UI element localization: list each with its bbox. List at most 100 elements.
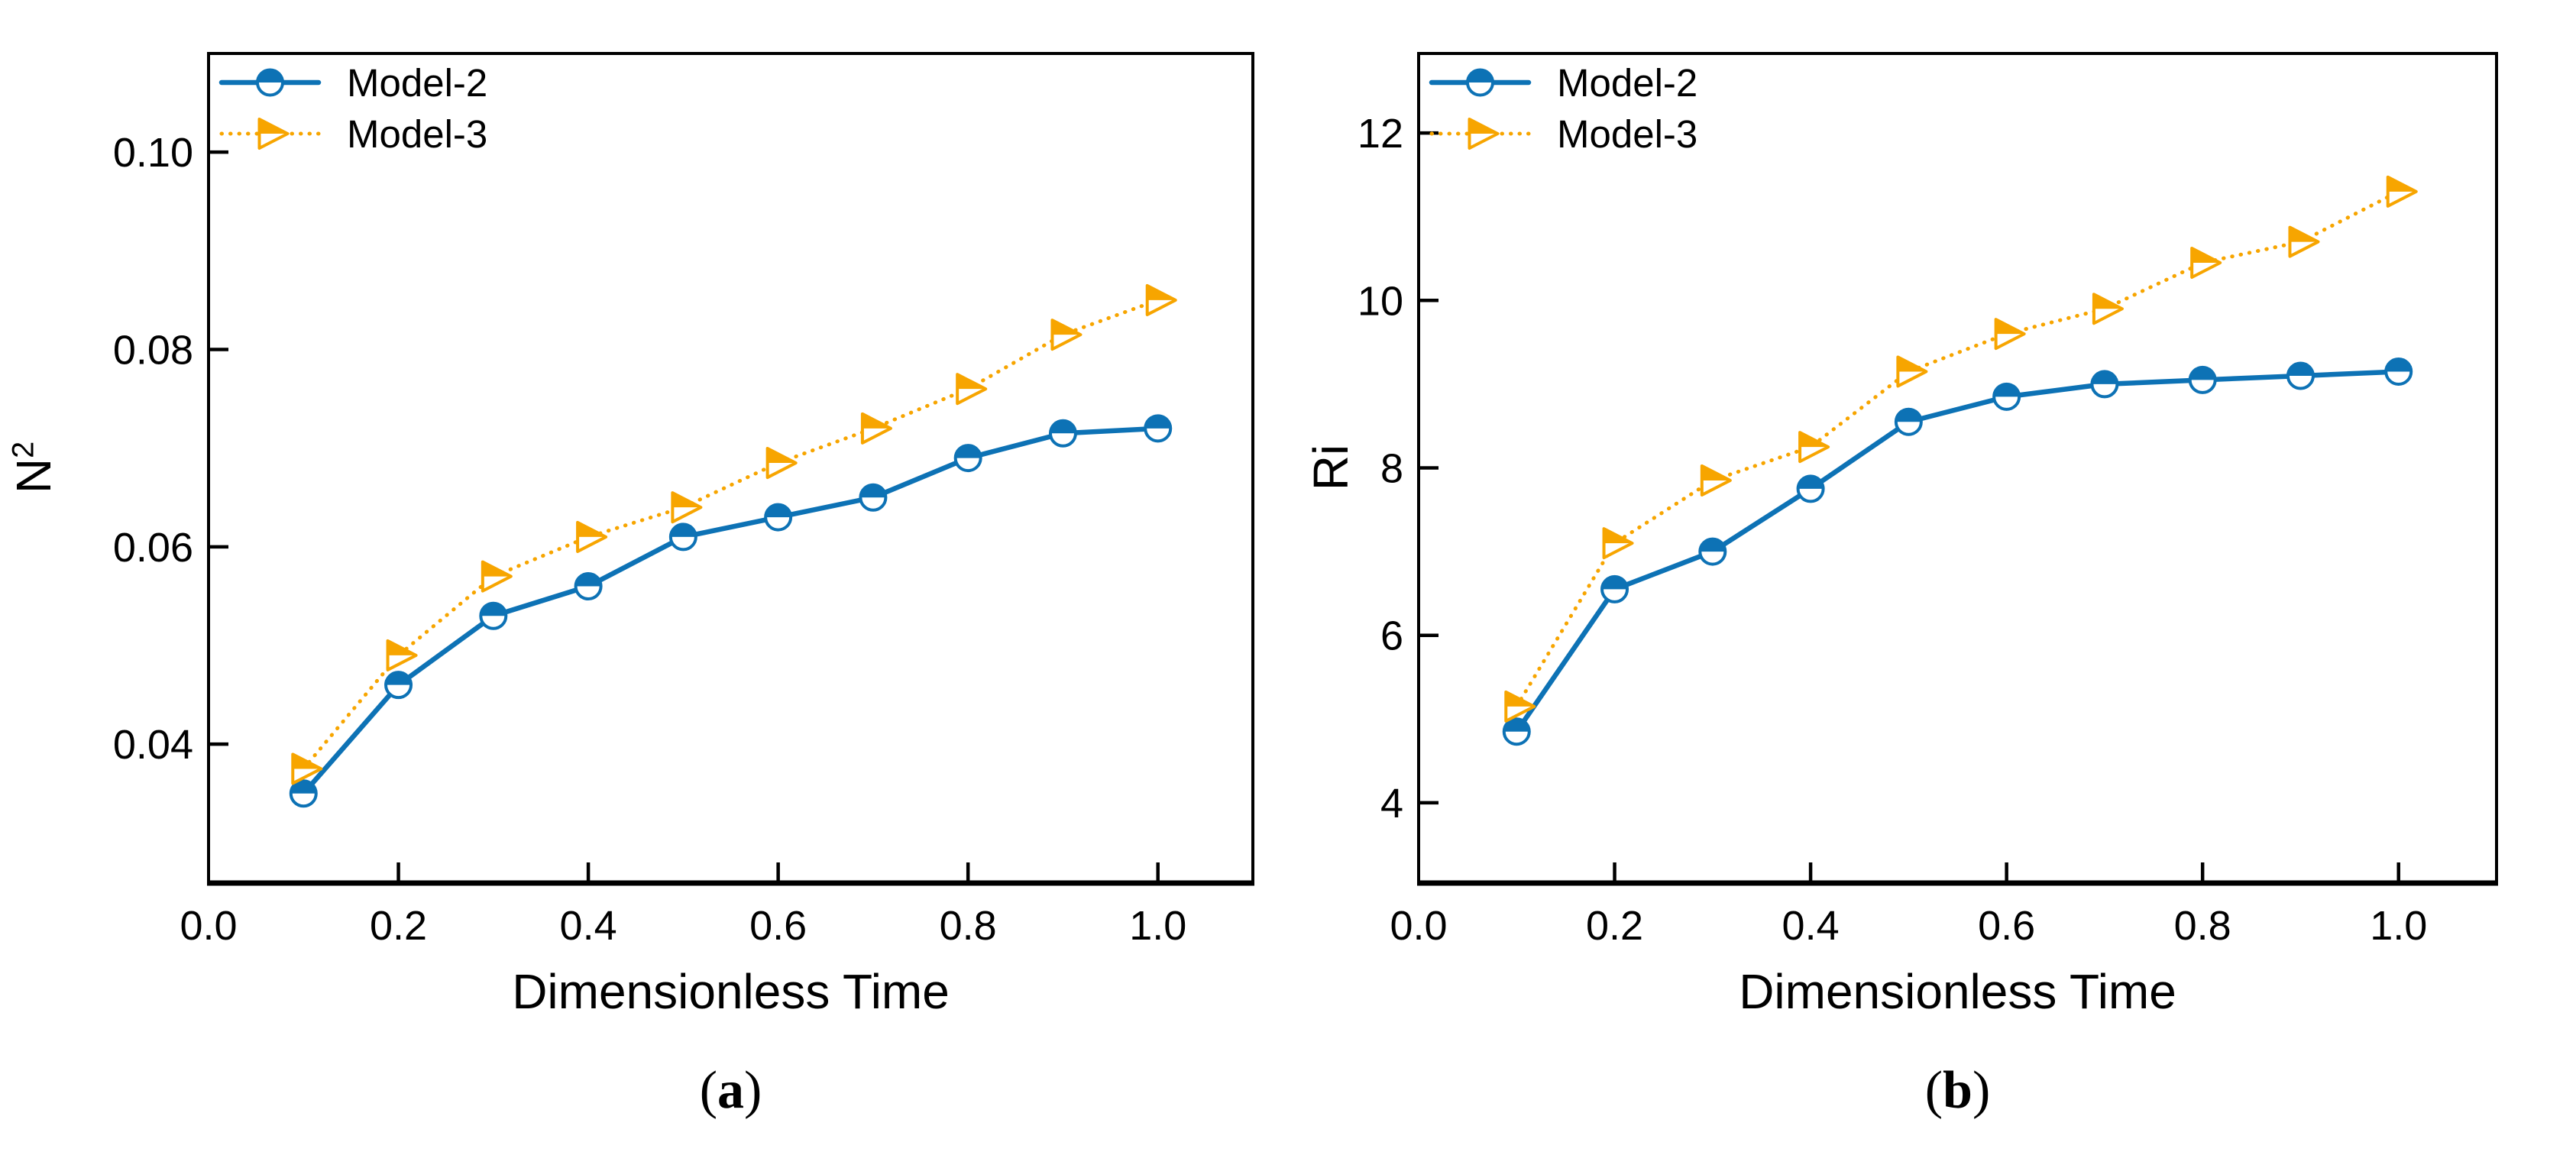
data-point-model-3 [1602, 527, 1634, 560]
caption-a-open-paren: ( [699, 1061, 717, 1120]
data-point-model-2-outline [479, 601, 508, 630]
data-point-model-3 [1798, 431, 1830, 464]
data-point-model-3 [2190, 246, 2222, 279]
data-point-model-3 [1145, 283, 1177, 316]
legend-marker-model-3-outline [257, 118, 290, 150]
data-point-model-2 [2384, 357, 2413, 386]
subfigure-caption-b: (b) [1419, 1060, 2497, 1121]
data-point-model-2 [2188, 365, 2217, 394]
x-tick-label-b: 0.4 [1782, 903, 1840, 949]
data-point-model-2-outline [2286, 361, 2315, 390]
data-point-model-3-outline [1700, 464, 1732, 497]
data-point-model-2-outline [764, 503, 793, 532]
y-axis-title-a: N2 [5, 442, 62, 493]
data-point-model-2 [764, 503, 793, 532]
data-point-model-2 [1502, 717, 1531, 746]
data-point-model-2-outline [574, 572, 603, 600]
legend-marker-model-3-outline [1468, 118, 1500, 150]
y-axis-title-b: Ri [1303, 445, 1359, 490]
legend-marker-model-2-outline [256, 68, 284, 97]
data-point-model-3-outline [481, 560, 513, 593]
x-axis-title-a: Dimensionless Time [512, 964, 950, 1019]
legend-item-model-2: Model-2 [1429, 61, 1697, 105]
data-point-model-2 [1698, 537, 1727, 566]
data-point-model-3-outline [860, 412, 892, 445]
plot-frame-a [207, 52, 1254, 884]
data-point-model-2-outline [2384, 357, 2413, 386]
chart-a: 0.0 0.2 0.4 0.6 0.8 1.0 0.04 0.06 0.08 0.10 Model-… [113, 52, 1254, 949]
data-point-model-2 [289, 779, 318, 808]
data-point-model-3-outline [671, 491, 703, 524]
y-tick-label-b: 6 [1380, 613, 1403, 659]
data-point-model-2 [1992, 382, 2021, 411]
data-point-model-2-outline [1502, 717, 1531, 746]
x-tick-label-a: 0.2 [370, 903, 427, 949]
data-point-model-3 [671, 491, 703, 524]
data-point-model-3 [765, 447, 798, 480]
data-point-model-3-top-fill [387, 640, 416, 655]
legend-label-model-3: Model-3 [1557, 112, 1697, 156]
x-tick-label-a: 0.6 [749, 903, 807, 949]
caption-b-letter: b [1943, 1061, 1972, 1120]
data-point-model-3-outline [956, 373, 988, 406]
y-tick-label-a: 0.06 [113, 525, 193, 571]
data-point-model-2-outline [1600, 574, 1629, 603]
data-point-model-3-outline [1798, 431, 1830, 464]
legend-marker-model-2-outline [1466, 68, 1494, 97]
y-tick-label-a: 0.10 [113, 130, 193, 176]
series-line-model-2 [1514, 369, 2401, 734]
legend-marker-model-2 [1466, 68, 1494, 97]
data-point-model-3 [1994, 318, 2026, 351]
data-point-model-2-outline [1048, 419, 1077, 448]
data-point-model-3-outline [1896, 355, 1928, 388]
data-point-model-3 [2288, 225, 2320, 258]
y-tick-label-b: 4 [1380, 781, 1403, 827]
y-axis-title-a-superscript: 2 [6, 441, 40, 458]
data-point-model-3-outline [2092, 293, 2124, 325]
data-point-model-2-outline [2188, 365, 2217, 394]
x-tick-label-a: 1.0 [1129, 903, 1186, 949]
x-tick-label-b: 0.6 [1978, 903, 2035, 949]
data-point-model-2-outline [859, 483, 888, 512]
data-point-model-3 [2092, 293, 2124, 325]
data-point-model-2 [1144, 414, 1173, 443]
caption-b-close-paren: ) [1972, 1061, 1991, 1120]
data-point-model-2 [384, 671, 413, 700]
data-point-model-3-outline [291, 752, 323, 785]
data-point-model-3 [956, 373, 988, 406]
x-tick-label-b: 0.0 [1390, 903, 1447, 949]
data-point-model-3-outline [1050, 319, 1083, 351]
data-point-model-3-outline [2190, 246, 2222, 279]
data-point-model-3 [1504, 690, 1536, 723]
data-point-model-2 [2090, 370, 2119, 399]
data-point-model-3-top-fill [1898, 357, 1927, 372]
legend-marker-model-2 [256, 68, 284, 97]
data-point-model-2 [1796, 474, 1825, 503]
series-line-model-3 [1514, 189, 2401, 709]
legend-marker-model-3 [1468, 118, 1500, 150]
data-point-model-3-outline [1504, 690, 1536, 723]
data-point-model-2 [859, 483, 888, 512]
data-point-model-3-outline [765, 447, 798, 480]
legend-item-model-3: Model-3 [1429, 112, 1697, 156]
legend-marker-model-3 [257, 118, 290, 150]
x-tick-label-a: 0.0 [180, 903, 237, 949]
legend-item-model-3: Model-3 [219, 112, 487, 156]
data-point-model-2-outline [1144, 414, 1173, 443]
legend-label-model-2: Model-2 [347, 61, 487, 105]
data-point-model-2-outline [1796, 474, 1825, 503]
x-tick-label-b: 0.2 [1586, 903, 1643, 949]
legend-label-model-3: Model-3 [347, 112, 487, 156]
data-point-model-2-outline [1992, 382, 2021, 411]
data-point-model-2 [953, 444, 982, 473]
data-point-model-3 [386, 639, 418, 671]
data-point-model-3 [576, 520, 608, 553]
data-point-model-2-outline [2090, 370, 2119, 399]
legend-item-model-2: Model-2 [218, 61, 487, 105]
data-point-model-2-outline [384, 671, 413, 700]
y-tick-label-a: 0.08 [113, 328, 193, 374]
data-point-model-3-outline [1994, 318, 2026, 351]
data-point-model-2 [1894, 407, 1923, 436]
data-point-model-2 [479, 601, 508, 630]
